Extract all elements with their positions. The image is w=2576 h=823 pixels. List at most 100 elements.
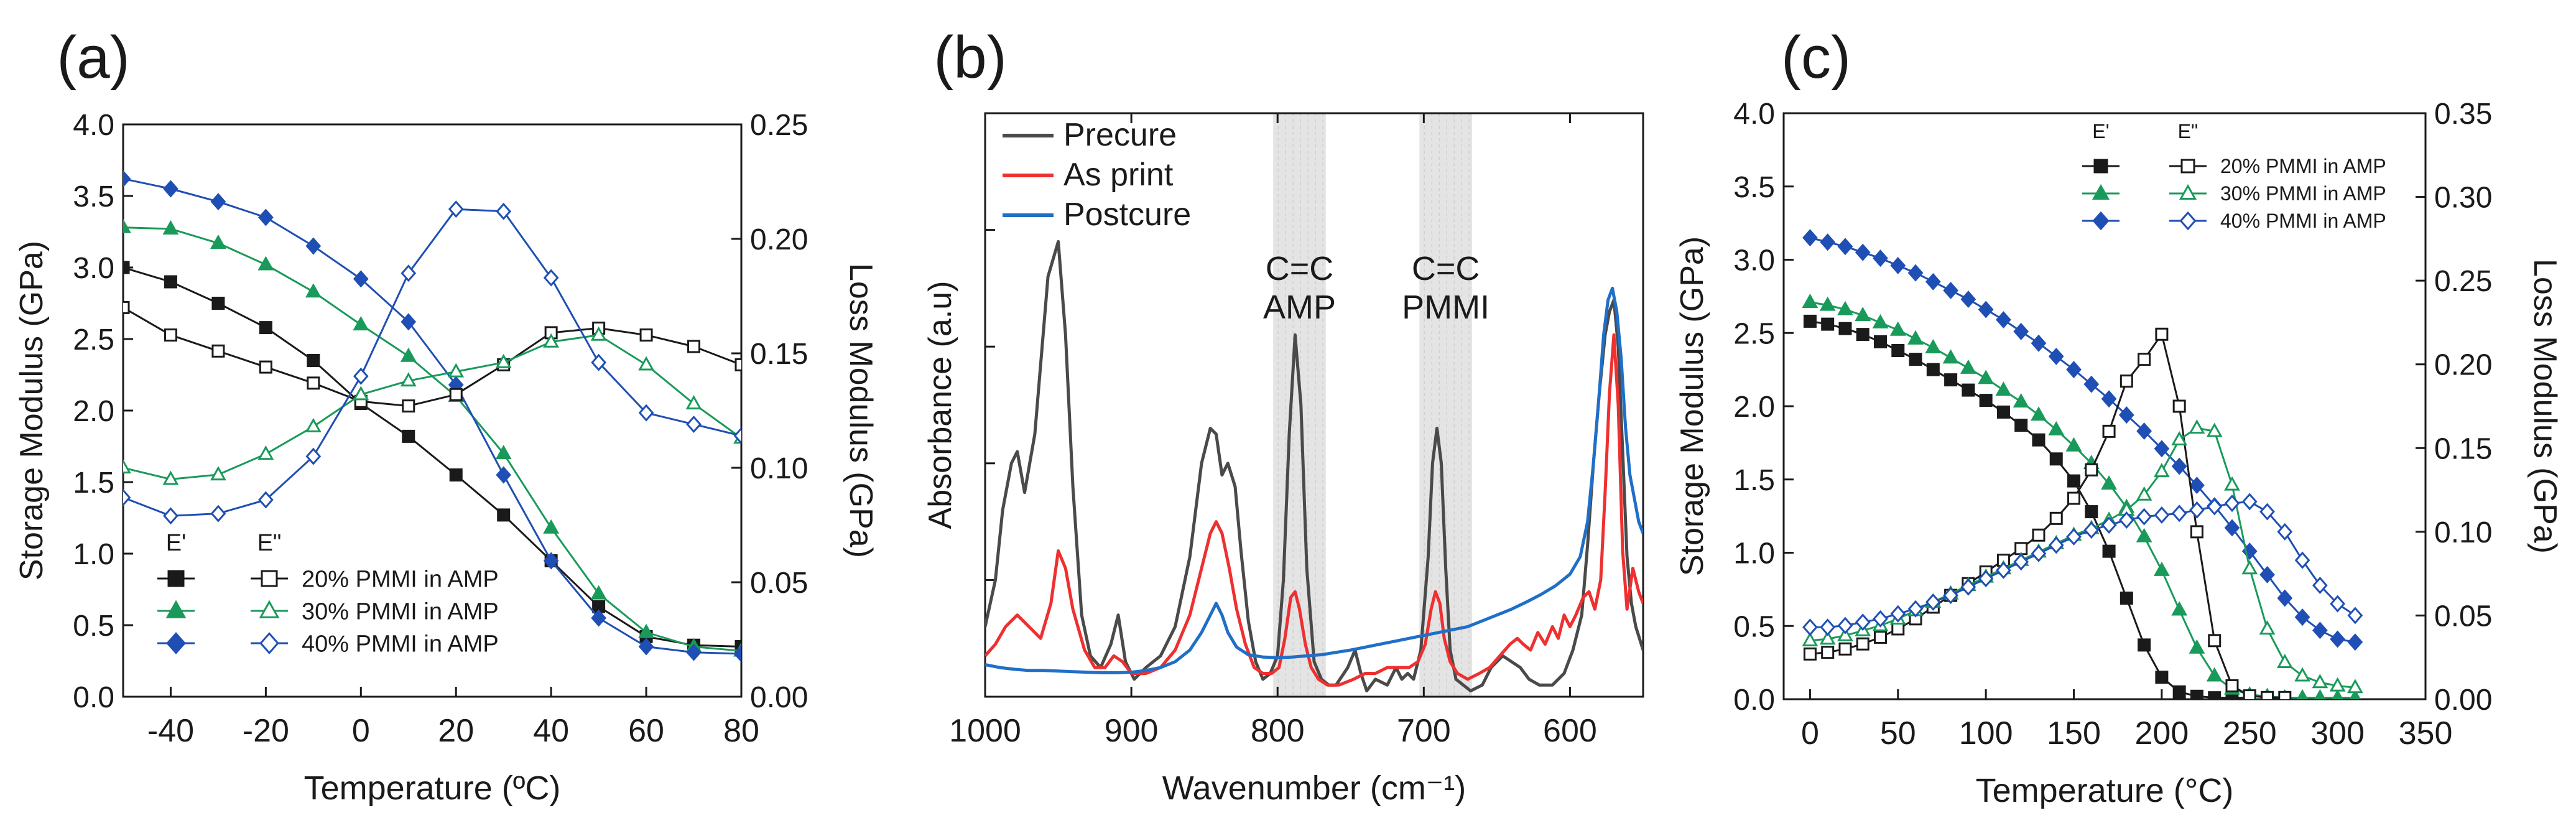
data-point	[1925, 338, 1942, 353]
data-point	[2154, 506, 2170, 524]
data-point	[1943, 281, 1958, 299]
y-tick-label: 0.0	[73, 681, 114, 714]
legend-marker	[166, 632, 186, 654]
data-layer	[1802, 229, 2363, 699]
data-point	[638, 623, 654, 638]
data-point	[307, 376, 320, 390]
data-point	[449, 468, 463, 481]
data-point	[2294, 551, 2310, 569]
series-line	[123, 208, 741, 517]
data-point	[543, 552, 559, 570]
data-point	[2243, 689, 2256, 699]
series-spectrum-1	[985, 333, 1643, 687]
series-line	[123, 266, 741, 648]
data-point	[305, 237, 322, 255]
series-line	[123, 307, 741, 407]
data-point	[2031, 406, 2047, 421]
legend-header: E'	[166, 530, 187, 556]
data-point	[402, 399, 415, 413]
y2-tick-label: 0.00	[750, 681, 808, 714]
series-storage-2	[123, 170, 741, 663]
legend-header: E"	[257, 530, 282, 556]
data-point	[1874, 630, 1888, 644]
data-point	[2190, 689, 2203, 699]
data-point	[2101, 516, 2117, 534]
data-point	[638, 638, 654, 656]
x-tick-label: 600	[1543, 713, 1597, 749]
data-point	[1962, 383, 1975, 397]
data-point	[1943, 587, 1958, 605]
x-tick-label: 60	[628, 713, 664, 749]
series-line	[985, 333, 1643, 687]
data-point	[2085, 505, 2098, 519]
panel-label: (a)	[57, 24, 129, 91]
data-point	[2347, 607, 2363, 625]
x-tick-label: 900	[1105, 713, 1159, 749]
y2-tick-label: 0.10	[750, 452, 808, 485]
series-line	[1810, 236, 2356, 643]
data-point	[1872, 314, 1889, 328]
data-point	[2241, 560, 2258, 575]
legend-marker	[2179, 184, 2197, 200]
data-point	[258, 208, 274, 226]
y-tick-label: 2.5	[1733, 317, 1775, 350]
x-axis-label: Wavenumber (cm⁻¹)	[1162, 770, 1466, 807]
data-point	[2065, 437, 2082, 452]
data-point	[1978, 300, 1994, 319]
x-tick-label: 80	[723, 713, 759, 749]
series-loss-0	[1803, 327, 2292, 699]
legend-marker	[2092, 211, 2110, 231]
data-point	[2329, 677, 2346, 692]
data-point	[1891, 622, 1905, 636]
data-point	[123, 261, 130, 274]
y-tick-label: 1.5	[1733, 464, 1775, 497]
data-point	[1855, 307, 1871, 322]
y2-axis-label: Loss Modulus (GPa)	[843, 263, 879, 558]
data-point	[123, 170, 131, 188]
legend: Precure As print Postcure	[1003, 117, 1191, 233]
series-loss-0	[123, 300, 741, 413]
x-tick-label: 250	[2223, 715, 2277, 751]
data-point	[1996, 311, 2011, 329]
data-point	[2259, 565, 2275, 584]
data-point	[1907, 330, 1924, 345]
series-line	[123, 334, 741, 480]
data-point	[687, 340, 701, 353]
series-loss-2	[1802, 493, 2363, 636]
data-point	[448, 363, 465, 378]
data-point	[211, 297, 225, 310]
legend-marker	[261, 570, 278, 587]
x-axis-label: Temperature (ºC)	[304, 770, 561, 807]
y-tick-label: 3.5	[73, 180, 114, 213]
y-tick-label: 3.0	[1733, 244, 1775, 277]
data-point	[2048, 347, 2064, 365]
data-point	[2154, 440, 2170, 458]
data-point	[305, 447, 322, 465]
data-point	[497, 508, 511, 522]
data-point	[1890, 256, 1906, 274]
data-point	[257, 445, 274, 460]
series-spectrum-2	[985, 286, 1643, 674]
data-point	[590, 585, 607, 600]
legend-label: 40% PMMI in AMP	[302, 631, 499, 657]
data-point	[2189, 419, 2205, 434]
data-point	[1873, 249, 1888, 267]
data-point	[401, 313, 417, 331]
data-point	[2294, 667, 2310, 682]
data-point	[1907, 600, 1924, 618]
y-axis-label: Storage Modulus (GPa)	[14, 241, 50, 580]
data-point	[639, 328, 653, 342]
data-point	[353, 386, 369, 401]
legend-marker	[259, 600, 280, 618]
data-point	[1996, 405, 2010, 419]
data-point	[734, 358, 741, 371]
data-point	[1856, 637, 1869, 651]
y-tick-label: 1.0	[1733, 537, 1775, 570]
legend-marker	[165, 600, 187, 618]
y-tick-label: 0.0	[1733, 684, 1775, 717]
data-point	[2102, 424, 2116, 438]
data-point	[123, 300, 130, 314]
x-tick-label: 800	[1251, 713, 1305, 749]
